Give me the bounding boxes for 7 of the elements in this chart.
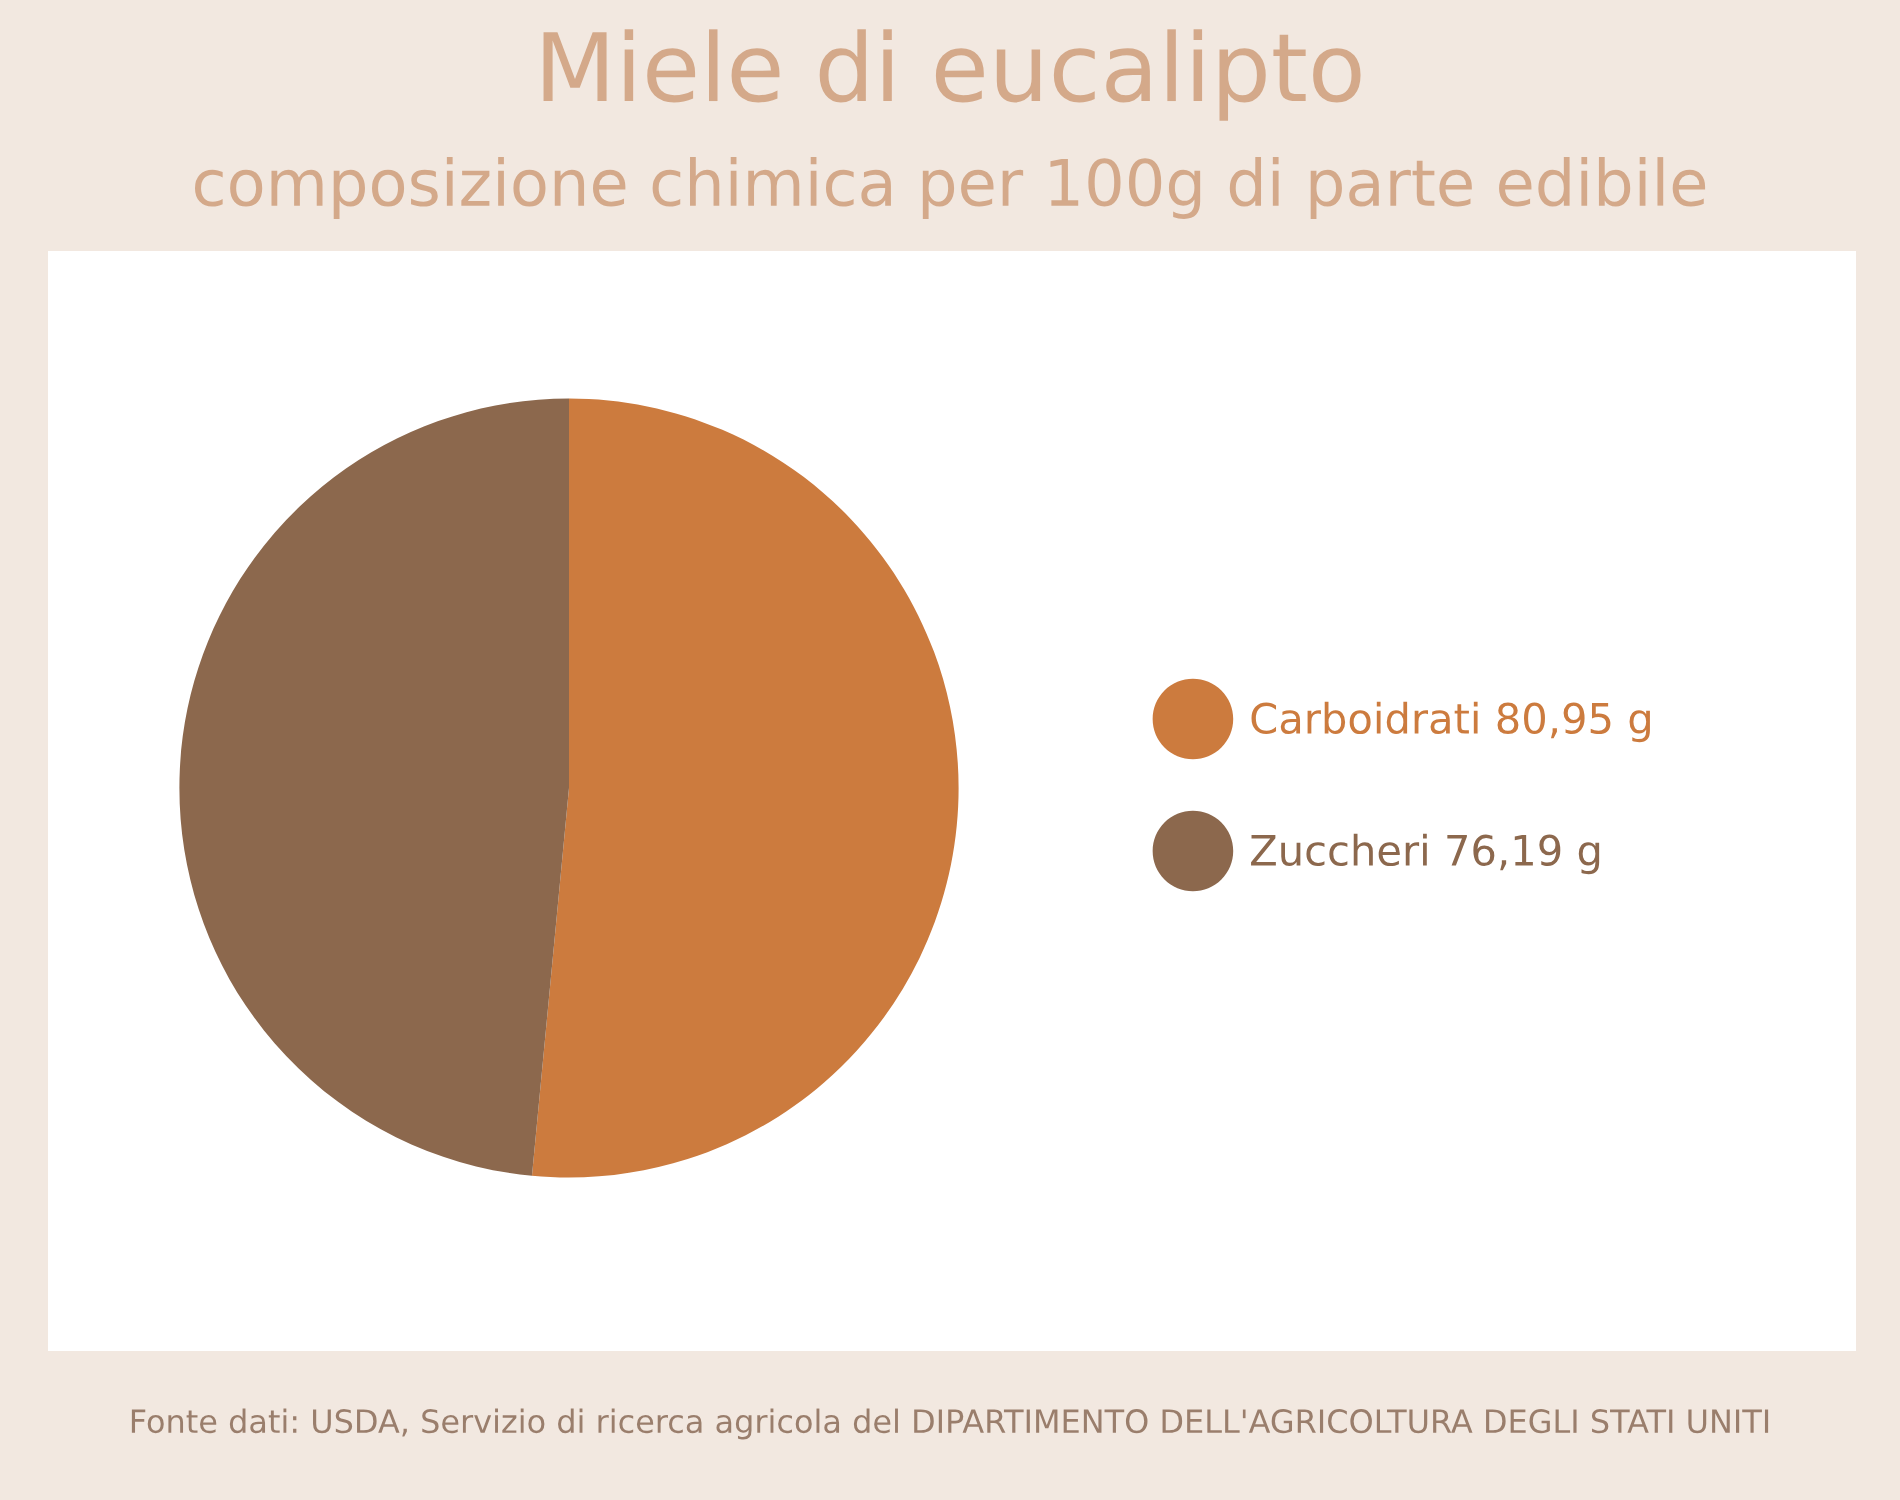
chart-title: Miele di eucalipto <box>543 29 1361 121</box>
source-note: Fonte dati: USDA, Servizio di ricerca agricola del DIPARTIMENTO DELL'AGRICOLTURA DEGLI STATI UNITI <box>131 1408 1769 1440</box>
legend-label: Zuccheri 76,19 g <box>1251 833 1600 875</box>
pie-slice <box>531 398 959 1178</box>
legend-label: Carboidrati 80,95 g <box>1251 701 1650 743</box>
pie-slice <box>179 398 569 1176</box>
chart-subtitle: composizione chimica per 100g di parte edibile <box>195 157 1706 219</box>
